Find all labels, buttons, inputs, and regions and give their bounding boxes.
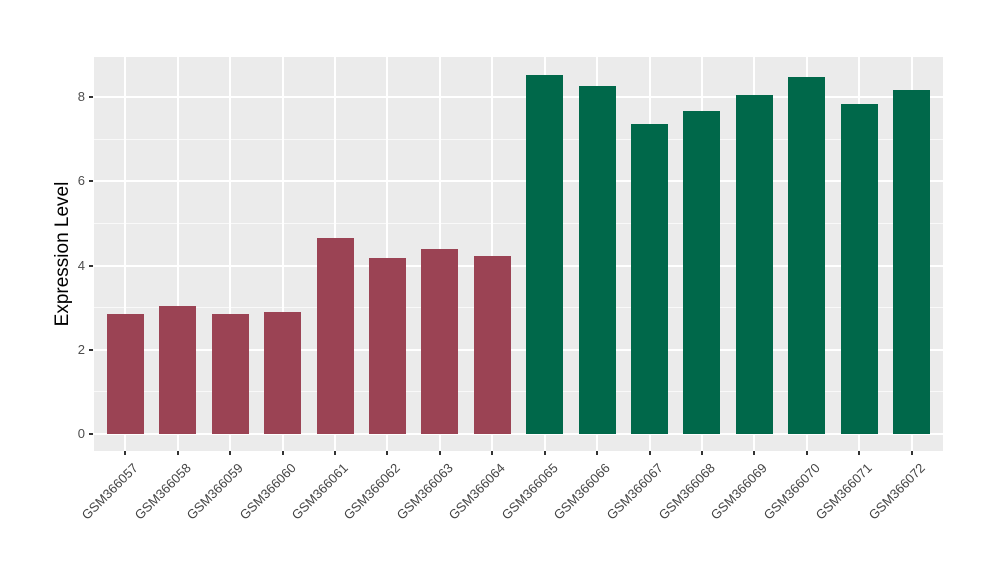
x-tick-mark <box>543 451 546 455</box>
y-tick-mark <box>89 348 93 351</box>
x-tick-mark <box>281 451 284 455</box>
bar <box>788 76 826 434</box>
x-tick-mark <box>910 451 913 455</box>
bar <box>578 86 616 434</box>
x-tick-mark <box>334 451 337 455</box>
x-tick-mark <box>700 451 703 455</box>
bar <box>264 312 302 434</box>
x-tick-mark <box>805 451 808 455</box>
x-tick-mark <box>491 451 494 455</box>
y-gridline-minor <box>94 223 943 224</box>
bar <box>735 95 773 434</box>
x-gridline <box>386 57 389 451</box>
x-tick-mark <box>386 451 389 455</box>
x-gridline <box>176 57 179 451</box>
bar <box>893 89 931 434</box>
x-tick-mark <box>438 451 441 455</box>
plot-panel <box>94 57 943 451</box>
y-gridline-minor <box>94 138 943 140</box>
y-gridline-major <box>94 433 943 435</box>
x-tick-mark <box>858 451 861 455</box>
x-tick-mark <box>648 451 651 455</box>
y-axis-title: Expression Level <box>52 181 73 327</box>
bar <box>526 75 564 434</box>
x-tick-mark <box>124 451 127 455</box>
bar <box>106 314 144 434</box>
x-tick-mark <box>753 451 756 455</box>
x-gridline <box>281 57 284 451</box>
x-tick-mark <box>176 451 179 455</box>
y-tick-mark <box>89 180 93 183</box>
y-gridline-major <box>94 96 943 99</box>
y-gridline-major <box>94 264 943 267</box>
y-tick-label: 0 <box>77 426 85 441</box>
x-gridline <box>491 57 494 451</box>
y-gridline-major <box>94 348 943 351</box>
bar <box>473 255 511 434</box>
x-tick-mark <box>596 451 599 455</box>
bar <box>211 313 249 434</box>
bar <box>840 103 878 434</box>
bar <box>316 238 354 434</box>
x-gridline <box>124 57 127 451</box>
x-tick-mark <box>229 451 232 455</box>
bar <box>683 111 721 434</box>
y-gridline-minor <box>94 307 943 309</box>
bar <box>421 249 459 434</box>
y-tick-mark <box>89 433 93 435</box>
y-tick-mark <box>89 96 93 99</box>
y-tick-mark <box>89 264 93 267</box>
y-gridline-minor <box>94 391 943 393</box>
bar <box>159 306 197 434</box>
x-gridline <box>229 57 232 451</box>
y-gridline-major <box>94 180 943 183</box>
bar <box>631 124 669 434</box>
y-tick-label: 6 <box>77 173 85 189</box>
y-tick-label: 8 <box>77 89 85 105</box>
y-tick-label: 2 <box>77 341 85 357</box>
y-tick-label: 4 <box>77 257 85 273</box>
bar <box>368 258 406 434</box>
